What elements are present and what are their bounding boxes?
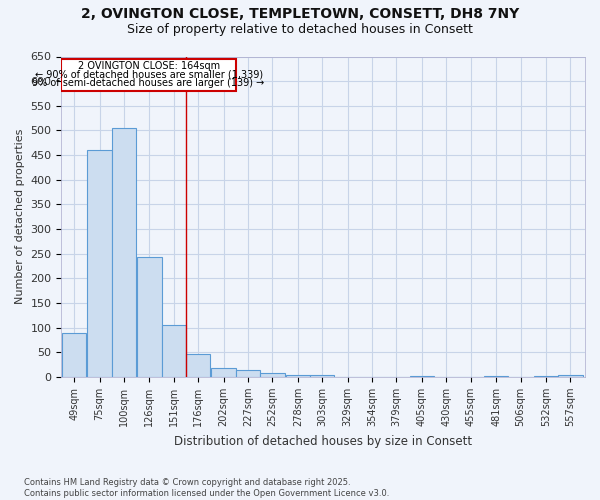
Text: 2 OVINGTON CLOSE: 164sqm: 2 OVINGTON CLOSE: 164sqm	[77, 62, 220, 72]
Bar	[137, 257, 161, 377]
Bar	[211, 368, 236, 377]
Bar	[558, 375, 583, 377]
Bar	[62, 332, 86, 377]
Bar	[161, 325, 186, 377]
X-axis label: Distribution of detached houses by size in Consett: Distribution of detached houses by size …	[174, 434, 472, 448]
Bar	[310, 376, 334, 377]
Bar	[286, 376, 310, 377]
Text: Size of property relative to detached houses in Consett: Size of property relative to detached ho…	[127, 22, 473, 36]
FancyBboxPatch shape	[61, 59, 236, 91]
Bar	[260, 373, 284, 377]
Bar	[410, 376, 434, 377]
Bar	[87, 150, 112, 377]
Text: 9% of semi-detached houses are larger (139) →: 9% of semi-detached houses are larger (1…	[32, 78, 265, 88]
Bar	[186, 354, 211, 377]
Text: 2, OVINGTON CLOSE, TEMPLETOWN, CONSETT, DH8 7NY: 2, OVINGTON CLOSE, TEMPLETOWN, CONSETT, …	[81, 8, 519, 22]
Bar	[484, 376, 508, 377]
Bar	[112, 128, 136, 377]
Text: ← 90% of detached houses are smaller (1,339): ← 90% of detached houses are smaller (1,…	[35, 70, 263, 80]
Y-axis label: Number of detached properties: Number of detached properties	[15, 129, 25, 304]
Bar	[236, 370, 260, 377]
Text: Contains HM Land Registry data © Crown copyright and database right 2025.
Contai: Contains HM Land Registry data © Crown c…	[24, 478, 389, 498]
